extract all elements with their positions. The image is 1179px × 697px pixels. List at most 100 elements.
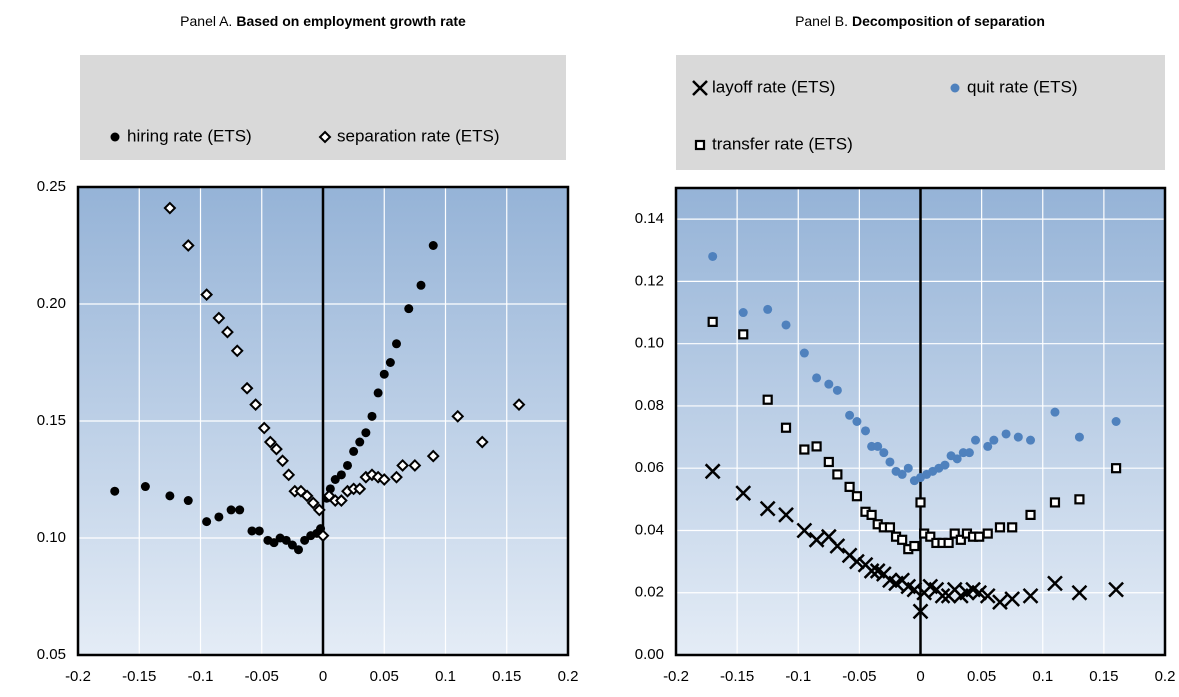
data-point bbox=[1111, 417, 1121, 426]
legend-label: transfer rate (ETS) bbox=[712, 134, 853, 153]
data-point bbox=[897, 469, 907, 479]
data-point bbox=[183, 496, 193, 506]
data-point bbox=[943, 537, 954, 549]
data-point bbox=[912, 603, 929, 620]
x-tick-label: 0.05 bbox=[370, 668, 399, 685]
data-point bbox=[971, 584, 988, 601]
data-point bbox=[1110, 463, 1122, 474]
legend-label: quit rate (ETS) bbox=[967, 77, 1078, 96]
x-tick-label: -0.2 bbox=[65, 668, 91, 685]
data-point bbox=[845, 410, 855, 420]
y-tick-label: 0.10 bbox=[37, 529, 66, 546]
x-tick-label: -0.2 bbox=[663, 668, 689, 685]
y-tick-label: 0.12 bbox=[635, 272, 664, 289]
legend-box bbox=[80, 55, 566, 160]
data-point bbox=[512, 398, 526, 412]
data-point bbox=[762, 394, 773, 405]
data-point bbox=[1025, 509, 1036, 520]
data-point bbox=[200, 288, 214, 302]
data-point bbox=[181, 239, 195, 252]
data-point bbox=[163, 201, 177, 215]
data-point bbox=[428, 241, 438, 250]
y-tick-label: 0.08 bbox=[635, 397, 664, 414]
data-point bbox=[300, 535, 310, 545]
y-tick-label: 0.20 bbox=[37, 295, 66, 312]
data-point bbox=[282, 468, 296, 482]
data-point bbox=[909, 540, 920, 552]
panel-label: Panel A. bbox=[180, 13, 232, 29]
x-tick-label: -0.15 bbox=[122, 668, 156, 685]
data-point bbox=[738, 308, 748, 318]
data-point bbox=[1074, 432, 1084, 442]
y-tick-label: 0.10 bbox=[635, 335, 664, 352]
data-point bbox=[392, 339, 401, 349]
data-point bbox=[336, 470, 346, 480]
data-point bbox=[367, 411, 377, 421]
data-point bbox=[738, 329, 749, 340]
data-point bbox=[992, 594, 1008, 610]
x-tick-label: -0.15 bbox=[720, 668, 754, 685]
data-point bbox=[1022, 587, 1039, 604]
data-point bbox=[759, 500, 776, 517]
x-tick-label: -0.1 bbox=[785, 668, 811, 685]
data-point bbox=[294, 545, 303, 555]
data-point bbox=[249, 398, 263, 412]
panel-title-text: Decomposition of separation bbox=[852, 13, 1045, 29]
data-point bbox=[796, 522, 813, 539]
data-point bbox=[863, 563, 880, 579]
data-point bbox=[165, 491, 175, 501]
y-tick-label: 0.05 bbox=[37, 646, 66, 663]
data-point bbox=[1108, 581, 1124, 598]
x-tick-label: 0.15 bbox=[492, 668, 521, 685]
data-point bbox=[416, 280, 426, 290]
data-point bbox=[240, 381, 254, 395]
x-tick-label: 0.05 bbox=[967, 668, 996, 685]
x-tick-label: 0.15 bbox=[1089, 668, 1118, 685]
data-point bbox=[247, 526, 257, 536]
data-point bbox=[829, 538, 846, 554]
data-point bbox=[361, 428, 371, 438]
data-point bbox=[780, 422, 792, 433]
y-tick-label: 0.15 bbox=[37, 412, 66, 429]
data-point bbox=[989, 435, 999, 445]
data-point bbox=[983, 441, 993, 451]
legend-label: hiring rate (ETS) bbox=[127, 126, 252, 145]
x-tick-label: -0.05 bbox=[842, 668, 876, 685]
x-tick-label: 0 bbox=[916, 668, 924, 685]
data-point bbox=[226, 505, 236, 515]
data-point bbox=[704, 463, 721, 480]
data-point bbox=[1007, 522, 1018, 533]
data-point bbox=[1004, 591, 1021, 607]
data-point bbox=[1050, 407, 1060, 417]
data-point bbox=[849, 553, 865, 570]
x-tick-label: 0.2 bbox=[558, 668, 579, 685]
data-point bbox=[140, 482, 150, 492]
x-tick-label: 0.1 bbox=[1032, 668, 1053, 685]
x-tick-label: 0.2 bbox=[1155, 668, 1176, 685]
data-point bbox=[884, 522, 896, 533]
data-point bbox=[781, 320, 791, 330]
legend-box bbox=[676, 55, 1165, 170]
data-point bbox=[385, 358, 395, 367]
legend-marker bbox=[694, 139, 706, 151]
data-point bbox=[852, 417, 862, 426]
data-point bbox=[994, 522, 1006, 533]
panel-label: Panel B. bbox=[795, 13, 848, 29]
data-point bbox=[343, 460, 352, 470]
data-point bbox=[866, 509, 877, 520]
data-point bbox=[306, 496, 320, 510]
data-point bbox=[1071, 584, 1088, 601]
data-point bbox=[799, 444, 810, 455]
y-tick-label: 0.00 bbox=[635, 646, 664, 663]
data-point bbox=[799, 348, 809, 358]
data-point bbox=[952, 454, 962, 464]
data-point bbox=[334, 494, 348, 507]
data-point bbox=[373, 388, 383, 398]
data-point bbox=[949, 528, 960, 539]
data-point bbox=[974, 531, 985, 542]
data-point bbox=[212, 311, 226, 325]
data-point bbox=[982, 528, 993, 539]
data-point bbox=[254, 526, 264, 536]
data-point bbox=[221, 325, 234, 339]
